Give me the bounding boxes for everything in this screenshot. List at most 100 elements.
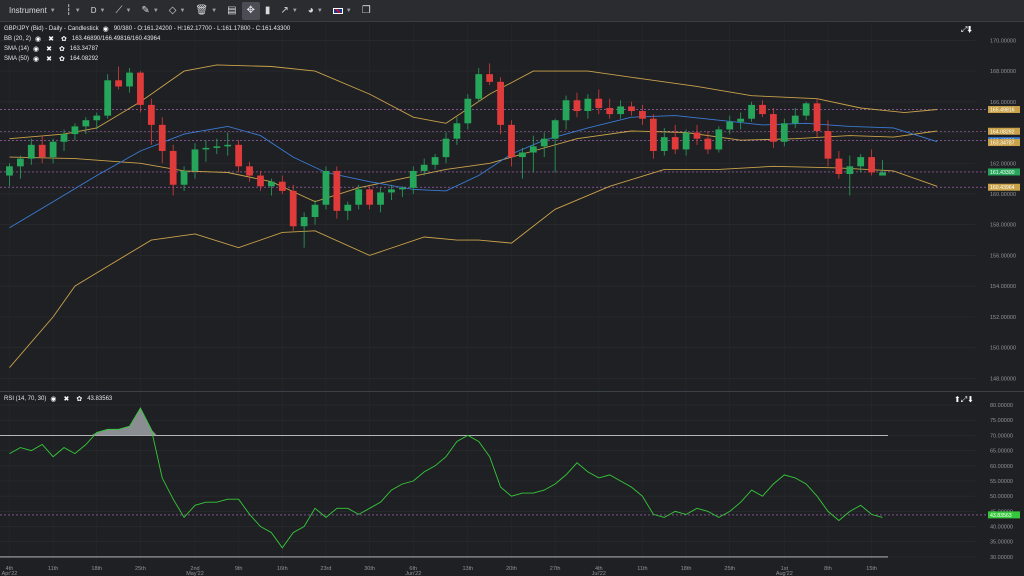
price-chart: 170.00000168.00000166.00000164.00000162.…	[0, 23, 1020, 390]
y-tick-label: 168.00000	[990, 69, 1016, 75]
candle-body	[584, 98, 592, 112]
draw-line-dropdown[interactable]: ⟋ ▼	[110, 2, 136, 20]
candles-icon: ┆	[65, 4, 72, 16]
layers-icon: ◇	[168, 4, 177, 16]
x-tick-label: 4th Apr'22	[1, 566, 18, 576]
x-tick-label: 15th	[866, 566, 877, 572]
candles-dropdown[interactable]: ┆ ▼	[61, 2, 86, 20]
arrow-icon: ↗	[280, 4, 289, 16]
chevron-down-icon: ▼	[99, 7, 106, 14]
timeframe-dropdown[interactable]: D ▼	[86, 2, 111, 20]
rsi-y-tick-label: 75.00000	[990, 418, 1013, 424]
chevron-down-icon: ▼	[291, 7, 298, 14]
pie-dropdown[interactable]: ◕ ▼	[303, 2, 328, 20]
windows-button[interactable]: ❐	[357, 2, 376, 20]
candle-body	[388, 189, 395, 193]
eye-icon[interactable]: ◉	[102, 26, 110, 33]
candle-body	[27, 144, 35, 159]
rsi-y-tick-label: 35.00000	[990, 540, 1013, 546]
candle-body	[628, 106, 635, 112]
candle-body	[704, 138, 712, 150]
close-icon[interactable]: ✖	[48, 36, 55, 43]
candle-body	[639, 111, 646, 119]
bb-legend: BB (20, 2) ◉ ✖ ✿ 163.46890/166.49816/160…	[4, 35, 160, 43]
rsi-y-tick-label: 55.00000	[990, 479, 1013, 485]
y-tick-label: 162.00000	[990, 161, 1016, 167]
x-axis: 4th Apr'22 11th 18th 25th 2nd May'22 9th 16th 23r…	[0, 566, 1024, 576]
pane-controls-icon[interactable]: ⬆⤢⬇	[954, 395, 974, 404]
x-tick-label: 25th	[724, 566, 736, 572]
expand-pane-icon[interactable]: ⤢⬇	[961, 25, 973, 34]
candle-body	[409, 170, 417, 188]
candle-body	[791, 115, 799, 124]
rsi-pane[interactable]: 80.00000 75.00000 70.00000 65.00000 60.00000…	[0, 391, 1024, 567]
close-icon[interactable]: ✖	[46, 56, 53, 63]
gear-icon[interactable]: ✿	[61, 36, 68, 43]
rsi-y-tick-label: 30.00000	[990, 555, 1013, 561]
price-tag-label: 161.43300	[990, 170, 1015, 176]
candle-body	[311, 204, 319, 218]
x-tick-label: 1st Aug'22	[775, 566, 793, 576]
candle-body	[191, 149, 199, 171]
chevron-down-icon: ▼	[345, 7, 352, 14]
candle-body	[82, 120, 90, 127]
rsi-value-tag-label: 43.83563	[990, 513, 1012, 519]
gear-icon[interactable]: ✿	[76, 396, 84, 403]
uk-flag-icon	[332, 7, 343, 14]
candle-body	[475, 74, 483, 99]
sma50-value: 164.08292	[69, 56, 99, 62]
crosshair-button[interactable]: ✥	[241, 1, 260, 20]
x-tick-label: 23rd	[320, 566, 332, 572]
language-dropdown[interactable]: ▼	[328, 2, 357, 20]
x-tick-label: 13th	[462, 566, 474, 572]
candle-body	[868, 157, 876, 173]
candle-body	[671, 137, 679, 150]
close-icon[interactable]: ✖	[63, 396, 71, 403]
candle-body	[879, 172, 886, 176]
candle-body	[529, 146, 537, 153]
y-tick-label: 156.00000	[990, 253, 1016, 259]
candle-body	[60, 134, 68, 142]
instrument-dropdown[interactable]: Instrument ▼	[4, 2, 61, 20]
x-tick-label: 11th	[47, 566, 59, 572]
template-icon: ▤	[227, 4, 237, 16]
x-tick-label: 2nd May'22	[186, 566, 204, 576]
candle-body	[104, 80, 112, 116]
candle-body	[322, 170, 330, 205]
gear-icon[interactable]: ✿	[59, 56, 66, 63]
candle-body	[224, 144, 232, 147]
price-tag	[988, 106, 1020, 114]
candle-body	[431, 157, 439, 165]
chart-type-button[interactable]: ▮	[260, 2, 276, 20]
candle-body	[16, 158, 24, 167]
arrow-dropdown[interactable]: ↗ ▼	[275, 2, 302, 20]
timeframe-label: D	[90, 6, 97, 15]
eye-icon[interactable]: ◉	[35, 36, 43, 43]
layers-dropdown[interactable]: ◇ ▼	[164, 2, 191, 20]
candle-body	[606, 107, 614, 115]
x-tick-label: 20th	[506, 566, 517, 572]
top-toolbar: Instrument ▼ ┆ ▼ D ▼ ⟋ ▼ ✎ ▼ ◇ ▼ 🗑 ▼ ▤	[0, 0, 1024, 22]
template-button[interactable]: ▤	[222, 2, 241, 20]
trash-dropdown[interactable]: 🗑 ▼	[190, 2, 222, 20]
x-tick-label: 18th	[91, 566, 103, 572]
rsi-y-tick-label: 80.00000	[990, 403, 1013, 409]
bb-label: BB (20, 2)	[4, 36, 32, 42]
close-icon[interactable]: ✖	[46, 46, 53, 53]
candle-body	[486, 74, 494, 82]
eye-icon[interactable]: ◉	[50, 396, 58, 403]
eye-icon[interactable]: ◉	[33, 46, 41, 53]
candle-body	[377, 192, 384, 205]
gear-icon[interactable]: ✿	[59, 46, 66, 53]
pencil-dropdown[interactable]: ✎ ▼	[136, 2, 163, 20]
candle-body	[147, 104, 155, 125]
rsi-line	[9, 407, 883, 549]
rsi-legend: RSI (14, 70, 30) ◉ ✖ ✿ 43.83563	[4, 395, 112, 403]
eye-icon[interactable]: ◉	[33, 56, 41, 63]
candle-body	[846, 166, 854, 175]
y-tick-label: 158.00000	[990, 223, 1016, 229]
candle-body	[366, 189, 373, 205]
candle-body	[6, 166, 13, 176]
price-chart-pane[interactable]: 170.00000168.00000166.00000164.00000162.…	[0, 23, 1024, 390]
bollinger-lower-band	[9, 165, 938, 368]
